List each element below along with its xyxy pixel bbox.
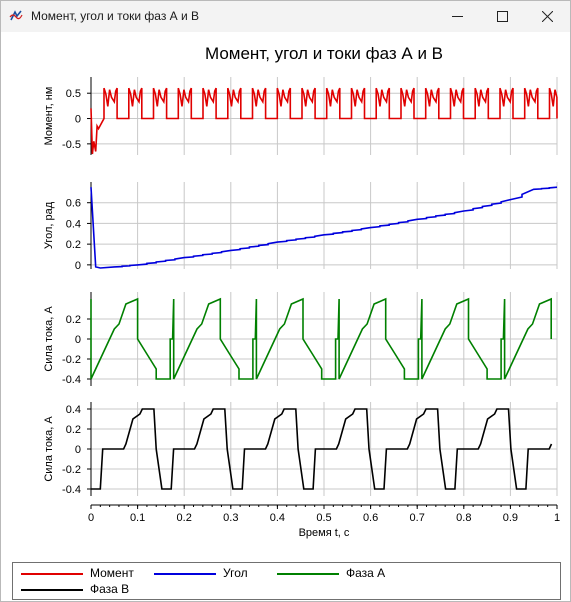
legend-label-phase-b: Фаза В [90, 582, 130, 596]
xtick-label: 0 [88, 512, 94, 524]
ytick-label: 0 [75, 444, 81, 456]
legend-label-phase-a: Фаза А [346, 566, 386, 580]
xtick-label: 0.7 [410, 512, 425, 524]
ytick-label: 0 [75, 114, 81, 126]
xtick-label: 0.6 [363, 512, 378, 524]
ytick-label: -0.4 [62, 484, 81, 496]
maximize-icon [497, 11, 508, 22]
ylabel: Сила тока, А [43, 416, 55, 482]
series-line-1 [90, 186, 558, 269]
xtick-label: 0.1 [130, 512, 145, 524]
legend-swatch-moment [21, 573, 83, 575]
window-title: Момент, угол и токи фаз А и В [31, 9, 200, 23]
legend-label-moment: Момент [90, 566, 134, 580]
ytick-label: 0.5 [66, 88, 81, 100]
plot-area[interactable]: Момент, угол и токи фаз А и В 0.5 0 -0.5 Мом… [1, 32, 570, 559]
ytick-label: 0 [75, 334, 81, 346]
xtick-label: 0.5 [316, 512, 331, 524]
close-button[interactable] [525, 1, 570, 32]
xtick-label: 0.3 [223, 512, 238, 524]
minimize-button[interactable] [435, 1, 480, 32]
ytick-label: 0.2 [66, 314, 81, 326]
xtick-label: 1 [554, 512, 560, 524]
ytick-label: 0.6 [66, 198, 81, 210]
minimize-icon [452, 16, 463, 17]
xtick-label: 0.4 [270, 512, 285, 524]
ytick-label: 0.4 [66, 218, 81, 230]
close-icon [542, 11, 553, 22]
chart-title: Момент, угол и токи фаз А и В [205, 44, 443, 63]
series-line-0 [90, 87, 558, 155]
ytick-label: 0.2 [66, 424, 81, 436]
ytick-label: -0.2 [62, 464, 81, 476]
ytick-label: -0.2 [62, 354, 81, 366]
chart-svg[interactable]: Момент, угол и токи фаз А и В 0.5 0 -0.5 Мом… [1, 32, 570, 559]
ytick-label: 0.4 [66, 404, 81, 416]
ytick-label: 0.2 [66, 239, 81, 251]
series-line-2 [90, 297, 552, 380]
legend-swatch-phase-a [277, 573, 339, 575]
legend-swatch-phase-b [21, 589, 83, 591]
xtick-label: 0.2 [177, 512, 192, 524]
ytick-label: -0.4 [62, 374, 81, 386]
ylabel: Момент, нм [43, 87, 55, 146]
ylabel: Сила тока, А [43, 306, 55, 372]
app-logo-icon [9, 9, 23, 23]
x-axis-label: Время t, с [299, 527, 350, 539]
xtick-label: 0.8 [456, 512, 471, 524]
ytick-label: -0.5 [62, 139, 81, 151]
title-bar[interactable]: Момент, угол и токи фаз А и В [1, 1, 570, 32]
ytick-label: 0 [75, 260, 81, 272]
legend-swatch-angle [154, 573, 216, 575]
maximize-button[interactable] [480, 1, 525, 32]
legend-label-angle: Угол [223, 566, 248, 580]
xtick-label: 0.9 [503, 512, 518, 524]
series-line-3 [91, 408, 553, 490]
ylabel: Угол, рад [43, 201, 55, 249]
chart-legend: Момент Угол Фаза А Фаза В [12, 562, 561, 600]
